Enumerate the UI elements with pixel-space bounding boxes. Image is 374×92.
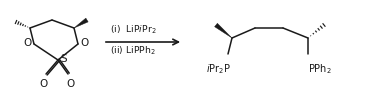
Text: O: O <box>80 38 88 48</box>
Text: O: O <box>24 38 32 48</box>
Text: PPh$_2$: PPh$_2$ <box>308 62 332 76</box>
Polygon shape <box>215 23 232 38</box>
Text: (ii) LiPPh$_2$: (ii) LiPPh$_2$ <box>110 45 156 57</box>
Polygon shape <box>74 18 88 28</box>
Text: $i$Pr$_2$P: $i$Pr$_2$P <box>206 62 230 76</box>
Text: (i)  LiP$i$Pr$_2$: (i) LiP$i$Pr$_2$ <box>110 24 157 36</box>
Text: S: S <box>60 54 67 64</box>
Text: O: O <box>67 79 75 89</box>
Text: O: O <box>39 79 47 89</box>
